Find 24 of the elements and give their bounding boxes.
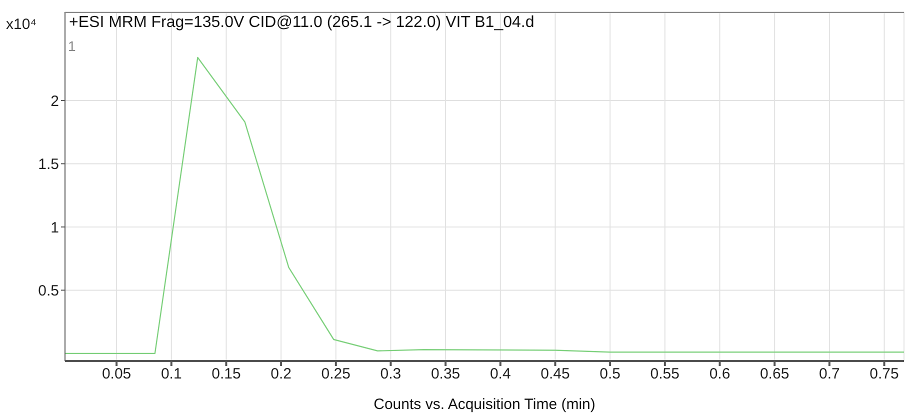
x-tick-label: 0.6 — [709, 366, 730, 383]
x-tick-label: 0.4 — [490, 366, 511, 383]
x-axis-title: Counts vs. Acquisition Time (min) — [374, 396, 596, 413]
x-tick-label: 0.25 — [321, 366, 350, 383]
y-tick-label: 2 — [50, 92, 59, 110]
annotation: 1 — [68, 38, 76, 54]
y-tick-label: 0.5 — [38, 282, 59, 300]
x-tick-label: 0.15 — [212, 366, 241, 383]
x-tick-label: 0.75 — [870, 366, 899, 383]
x-tick-label: 0.5 — [600, 366, 621, 383]
x-tick-label: 0.1 — [160, 366, 182, 383]
x-tick-label: 0.3 — [380, 366, 402, 383]
y-axis-title: x10⁴ — [6, 16, 37, 33]
x-tick-label: 0.55 — [650, 366, 680, 383]
x-tick-label: 0.7 — [818, 366, 840, 383]
x-tick-label: 0.35 — [430, 366, 460, 383]
x-tick-label: 0.05 — [102, 366, 132, 383]
x-tick-label: 0.2 — [270, 366, 292, 383]
x-tick-label: 0.45 — [540, 366, 570, 383]
x-tick-label: 0.65 — [760, 366, 790, 383]
line-series — [65, 56, 904, 354]
y-tick-label: 1 — [50, 219, 59, 236]
chart-title: +ESI MRM Frag=135.0V CID@11.0 (265.1 -> 122.0) VIT B1_04.d — [69, 14, 534, 32]
y-tick-label: 1.5 — [38, 156, 59, 174]
